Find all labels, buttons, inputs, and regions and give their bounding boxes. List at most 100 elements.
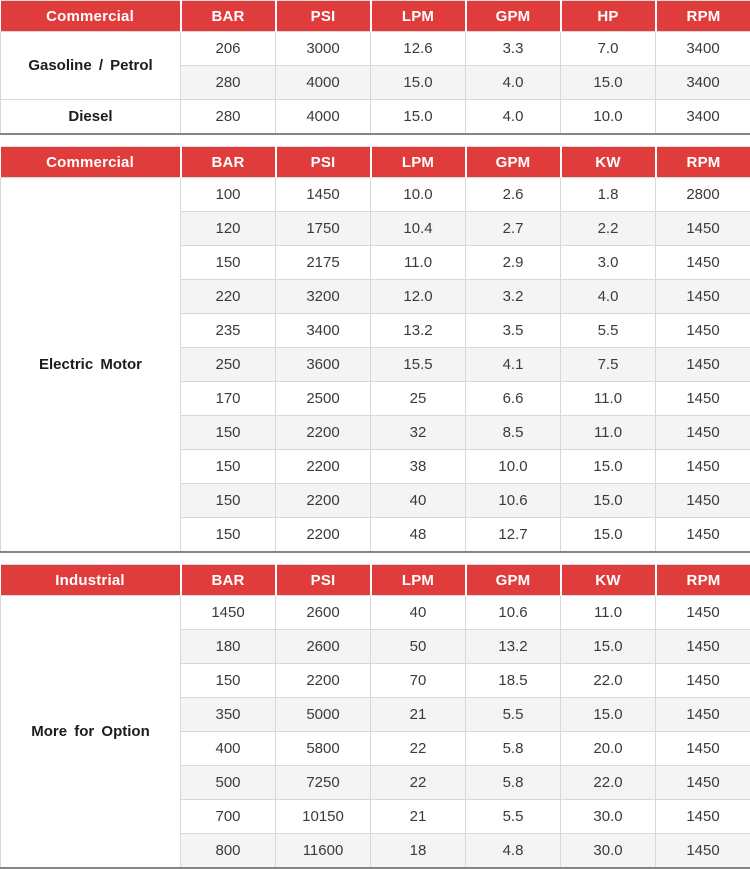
spec-cell: 150 bbox=[181, 416, 276, 450]
spec-cell: 38 bbox=[371, 450, 466, 484]
spec-cell: 11.0 bbox=[561, 382, 656, 416]
spec-cell: 100 bbox=[181, 178, 276, 212]
column-header-gpm: GPM bbox=[466, 565, 561, 596]
spec-cell: 10.4 bbox=[371, 212, 466, 246]
spec-cell: 4000 bbox=[276, 66, 371, 100]
spec-cell: 4.1 bbox=[466, 348, 561, 382]
column-header-bar: BAR bbox=[181, 1, 276, 32]
category-header: Commercial bbox=[1, 1, 181, 32]
spec-cell: 25 bbox=[371, 382, 466, 416]
spec-cell: 1450 bbox=[656, 246, 750, 280]
spec-cell: 1450 bbox=[181, 596, 276, 630]
spec-cell: 150 bbox=[181, 518, 276, 553]
column-header-gpm: GPM bbox=[466, 1, 561, 32]
spec-cell: 500 bbox=[181, 766, 276, 800]
spec-cell: 22.0 bbox=[561, 766, 656, 800]
spec-cell: 10.6 bbox=[466, 596, 561, 630]
spec-cell: 1450 bbox=[656, 766, 750, 800]
column-header-lpm: LPM bbox=[371, 147, 466, 178]
spec-cell: 40 bbox=[371, 484, 466, 518]
column-header-rpm: RPM bbox=[656, 1, 750, 32]
spec-cell: 7.0 bbox=[561, 32, 656, 66]
spec-cell: 2.7 bbox=[466, 212, 561, 246]
spec-cell: 2.2 bbox=[561, 212, 656, 246]
spec-cell: 1450 bbox=[656, 698, 750, 732]
spec-cell: 7.5 bbox=[561, 348, 656, 382]
spec-cell: 1450 bbox=[656, 450, 750, 484]
spec-cell: 15.0 bbox=[561, 630, 656, 664]
spec-cell: 170 bbox=[181, 382, 276, 416]
spec-cell: 1450 bbox=[656, 800, 750, 834]
spec-cell: 2500 bbox=[276, 382, 371, 416]
column-header-kw: KW bbox=[561, 147, 656, 178]
spec-cell: 150 bbox=[181, 450, 276, 484]
spec-cell: 1450 bbox=[656, 314, 750, 348]
spec-cell: 70 bbox=[371, 664, 466, 698]
spec-cell: 2600 bbox=[276, 596, 371, 630]
group-label: More for Option bbox=[1, 596, 181, 869]
spec-cell: 13.2 bbox=[371, 314, 466, 348]
spec-cell: 280 bbox=[181, 66, 276, 100]
spec-cell: 10150 bbox=[276, 800, 371, 834]
spec-cell: 2200 bbox=[276, 484, 371, 518]
spec-cell: 18.5 bbox=[466, 664, 561, 698]
spec-cell: 150 bbox=[181, 246, 276, 280]
spec-cell: 11600 bbox=[276, 834, 371, 869]
spec-cell: 1450 bbox=[656, 518, 750, 553]
spec-cell: 15.0 bbox=[371, 66, 466, 100]
spec-cell: 1450 bbox=[656, 596, 750, 630]
spec-cell: 4.0 bbox=[466, 100, 561, 135]
spec-cell: 2200 bbox=[276, 416, 371, 450]
spec-cell: 15.0 bbox=[561, 484, 656, 518]
column-header-gpm: GPM bbox=[466, 147, 561, 178]
spec-cell: 206 bbox=[181, 32, 276, 66]
column-header-psi: PSI bbox=[276, 147, 371, 178]
spec-cell: 3400 bbox=[656, 32, 750, 66]
spec-cell: 2800 bbox=[656, 178, 750, 212]
spec-cell: 3.2 bbox=[466, 280, 561, 314]
spec-cell: 5.5 bbox=[466, 800, 561, 834]
spec-cell: 7250 bbox=[276, 766, 371, 800]
spec-cell: 15.0 bbox=[561, 66, 656, 100]
column-header-lpm: LPM bbox=[371, 1, 466, 32]
spec-cell: 1450 bbox=[656, 664, 750, 698]
spec-cell: 15.0 bbox=[371, 100, 466, 135]
spec-cell: 1450 bbox=[656, 280, 750, 314]
spec-cell: 15.5 bbox=[371, 348, 466, 382]
spec-cell: 3.5 bbox=[466, 314, 561, 348]
spec-cell: 10.0 bbox=[466, 450, 561, 484]
column-header-kw: KW bbox=[561, 565, 656, 596]
spec-cell: 4.8 bbox=[466, 834, 561, 869]
spec-cell: 235 bbox=[181, 314, 276, 348]
spec-cell: 3600 bbox=[276, 348, 371, 382]
spec-cell: 1450 bbox=[276, 178, 371, 212]
spec-cell: 1450 bbox=[656, 416, 750, 450]
spec-cell: 10.0 bbox=[371, 178, 466, 212]
spec-cell: 3200 bbox=[276, 280, 371, 314]
spec-cell: 5.5 bbox=[561, 314, 656, 348]
spec-cell: 3000 bbox=[276, 32, 371, 66]
category-header: Commercial bbox=[1, 147, 181, 178]
spec-cell: 21 bbox=[371, 698, 466, 732]
spec-cell: 1450 bbox=[656, 484, 750, 518]
column-header-rpm: RPM bbox=[656, 147, 750, 178]
spec-cell: 4000 bbox=[276, 100, 371, 135]
spec-cell: 2200 bbox=[276, 518, 371, 553]
spec-cell: 3400 bbox=[656, 66, 750, 100]
spec-cell: 22.0 bbox=[561, 664, 656, 698]
spec-cell: 700 bbox=[181, 800, 276, 834]
spec-cell: 400 bbox=[181, 732, 276, 766]
category-header: Industrial bbox=[1, 565, 181, 596]
spec-cell: 18 bbox=[371, 834, 466, 869]
spec-cell: 250 bbox=[181, 348, 276, 382]
spec-cell: 12.0 bbox=[371, 280, 466, 314]
spec-cell: 11.0 bbox=[561, 596, 656, 630]
column-header-rpm: RPM bbox=[656, 565, 750, 596]
spec-cell: 10.0 bbox=[561, 100, 656, 135]
spec-cell: 13.2 bbox=[466, 630, 561, 664]
spec-cell: 30.0 bbox=[561, 834, 656, 869]
